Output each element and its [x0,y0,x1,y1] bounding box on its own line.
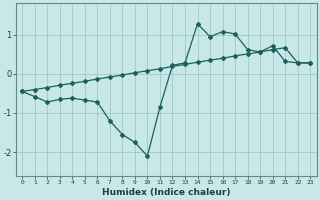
X-axis label: Humidex (Indice chaleur): Humidex (Indice chaleur) [102,188,230,197]
